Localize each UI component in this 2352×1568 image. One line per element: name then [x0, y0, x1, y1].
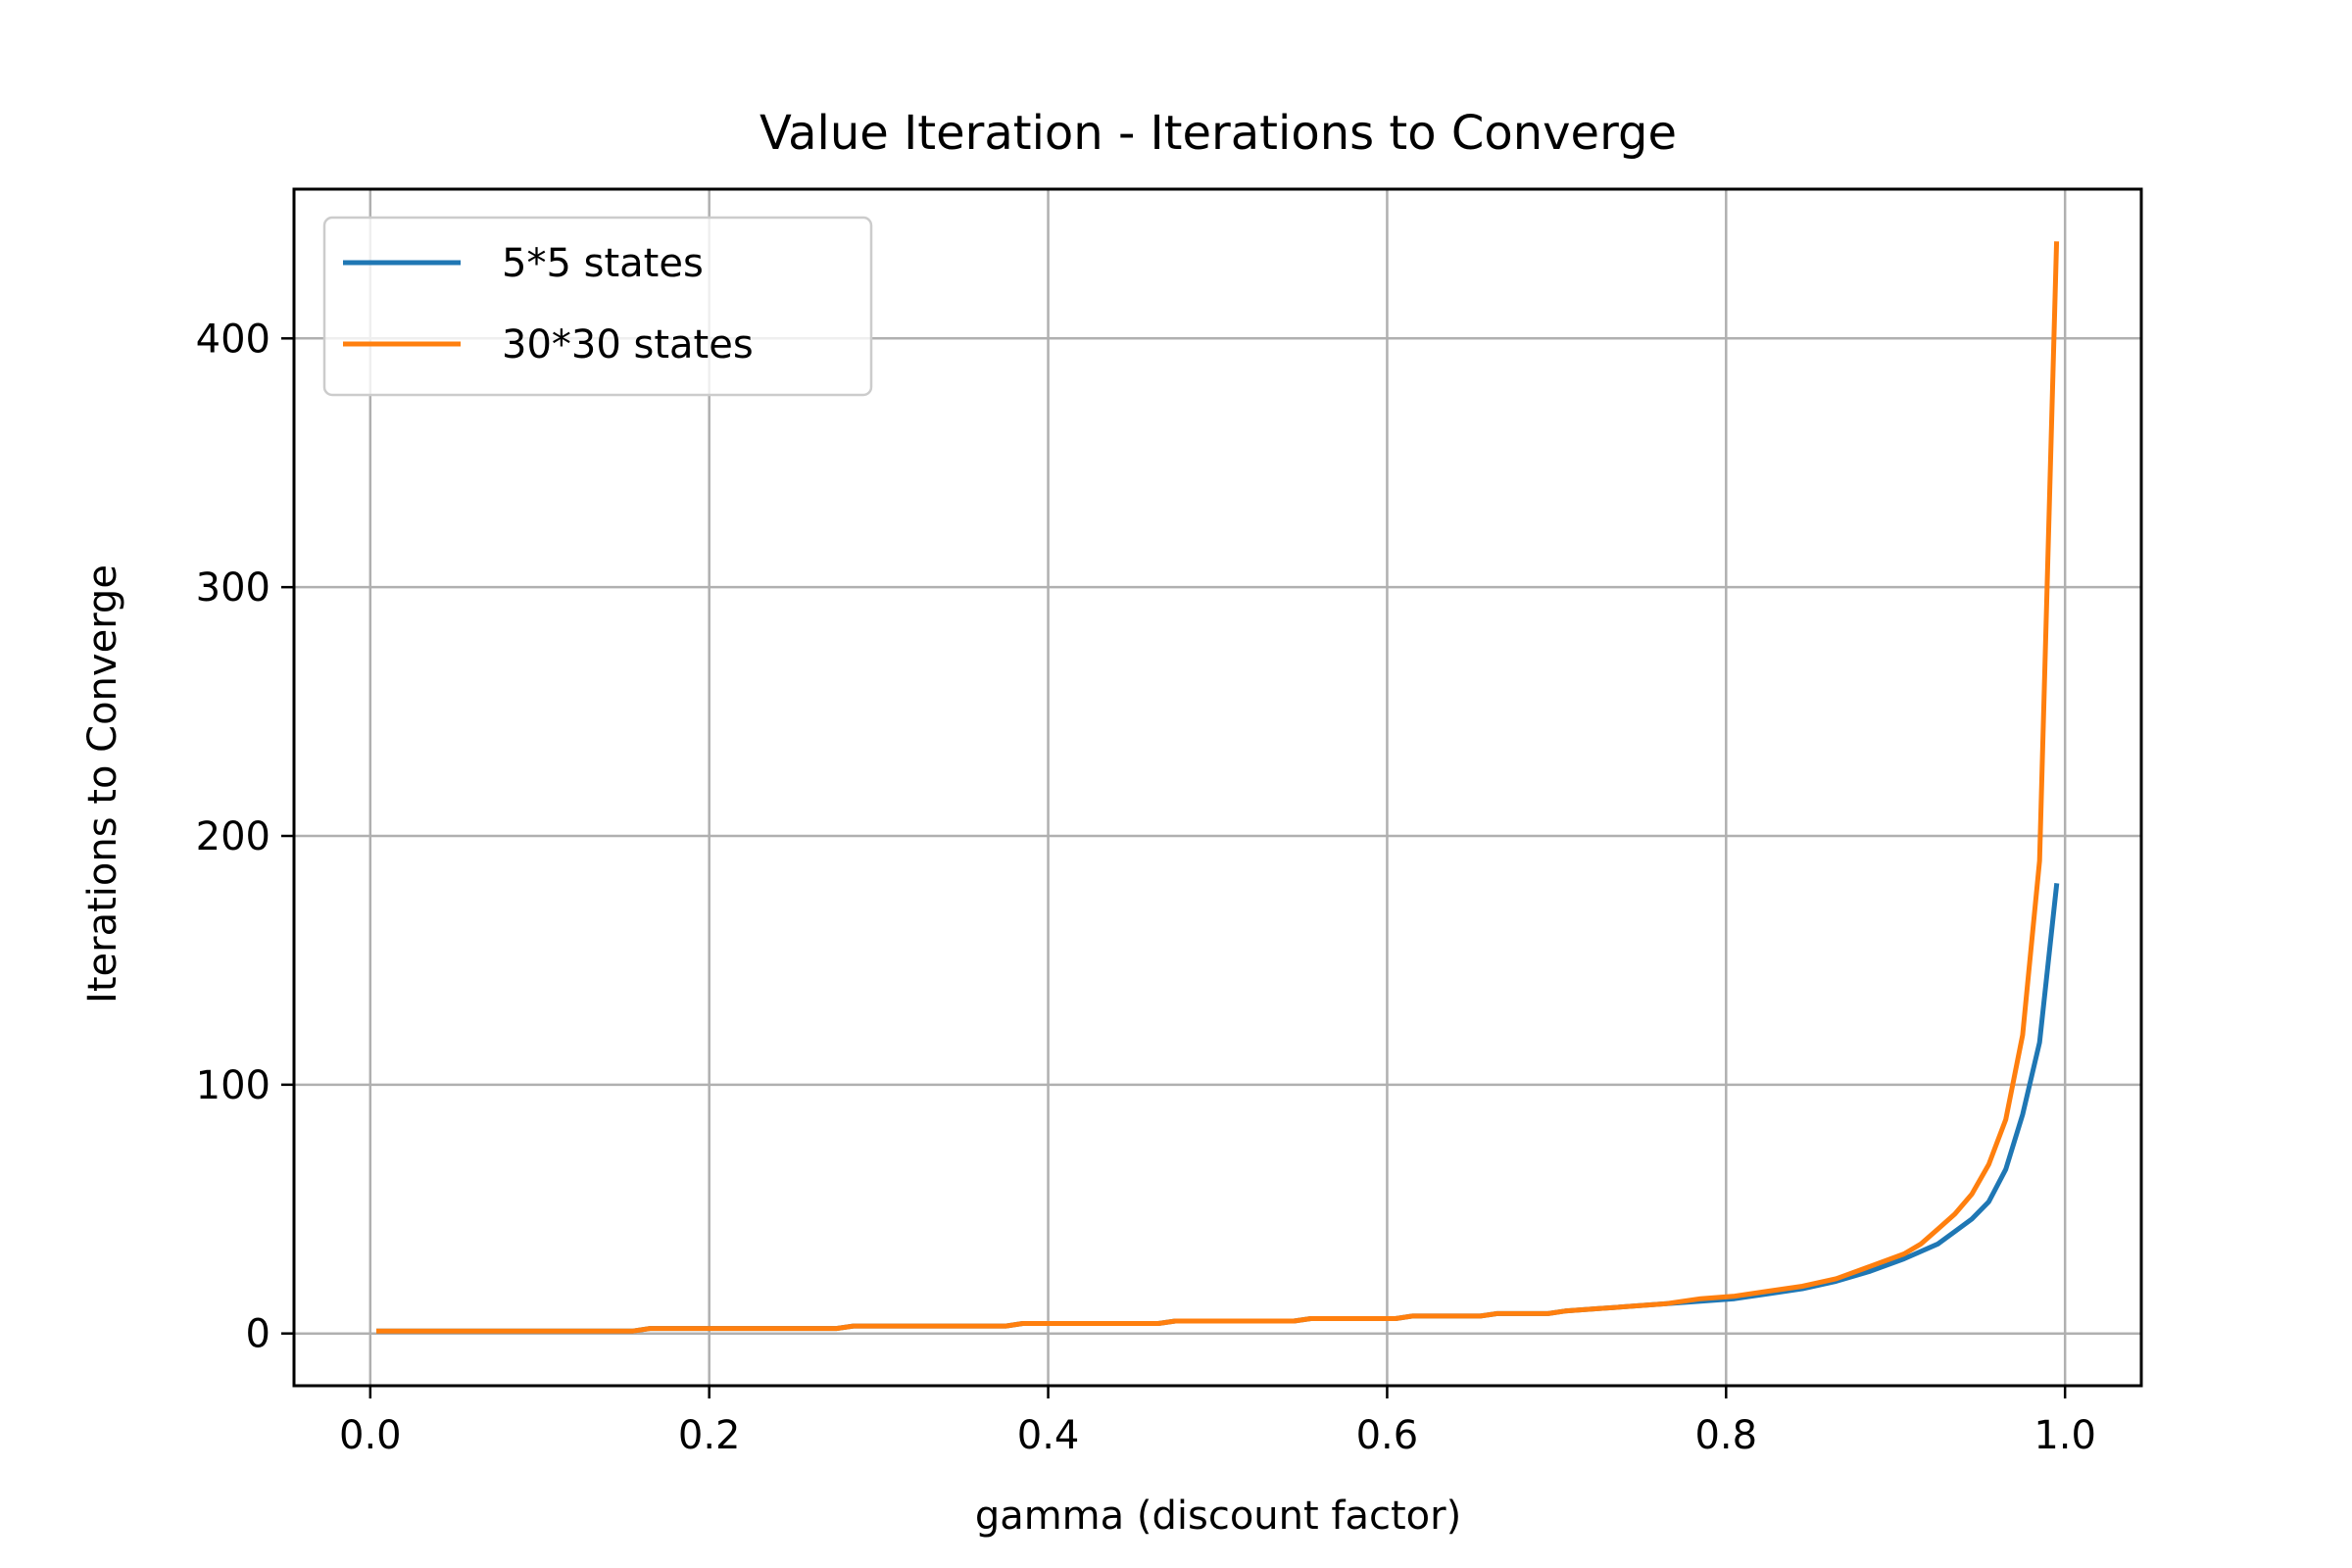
legend-label: 30*30 states: [502, 322, 754, 368]
y-tick-label: 300: [196, 565, 270, 611]
y-tick-label: 200: [196, 814, 270, 859]
series-layer: [376, 241, 2060, 1334]
ticks: 0.0 0.2 0.4 0.6 0.8 1.0 0 100 200 300 400: [196, 317, 2096, 1458]
y-tick-label: 0: [246, 1312, 270, 1357]
legend-label: 5*5 states: [502, 241, 704, 286]
y-tick-label: 100: [196, 1063, 270, 1108]
y-tick-label: 400: [196, 317, 270, 362]
x-tick-label: 0.6: [1356, 1413, 1419, 1458]
x-tick-label: 0.4: [1017, 1413, 1080, 1458]
x-tick-label: 1.0: [2034, 1413, 2096, 1458]
y-axis-label: Iterations to Converge: [80, 564, 125, 1004]
plot-frame: [292, 187, 2143, 1388]
x-tick-label: 0.8: [1694, 1413, 1757, 1458]
grid: [294, 189, 2141, 1386]
x-tick-label: 0.2: [678, 1413, 741, 1458]
legend: 5*5 states 30*30 states: [322, 216, 873, 397]
series-line-2: [376, 241, 2060, 1334]
chart-title: Value Iteration - Iterations to Converge: [760, 106, 1677, 161]
x-tick-label: 0.0: [339, 1413, 402, 1458]
legend-box: [322, 216, 873, 397]
x-axis-label: gamma (discount factor): [975, 1494, 1461, 1539]
